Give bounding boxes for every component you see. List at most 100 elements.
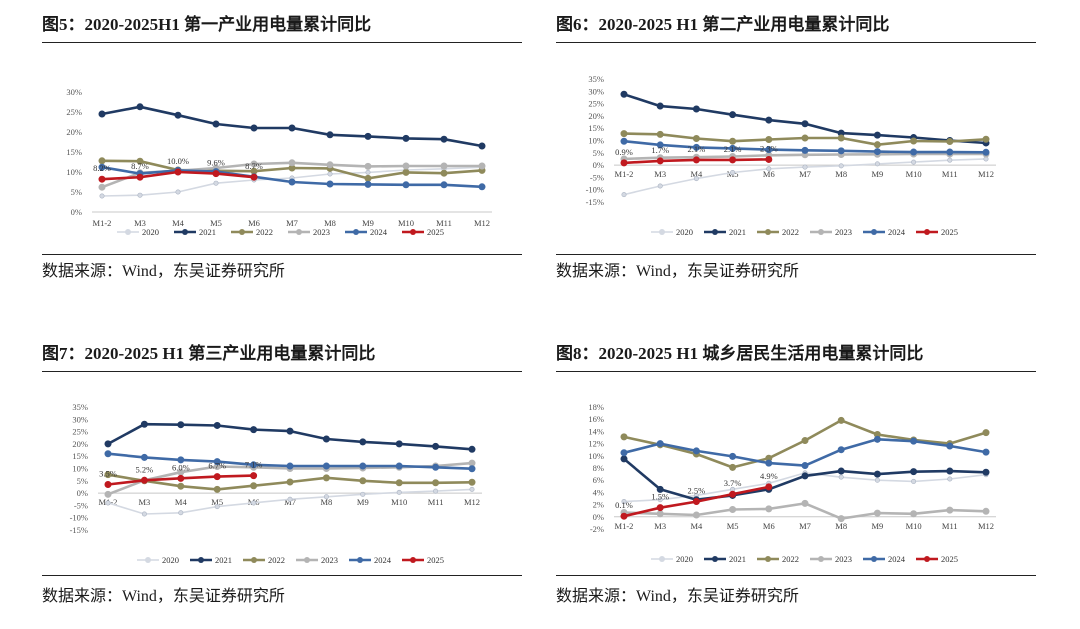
data-point-2022 xyxy=(620,433,628,441)
data-point-2022 xyxy=(213,485,221,493)
data-label: 7.1% xyxy=(245,460,263,470)
line-chart: -2% 0% 2% 4% 6% 8% 10% 12% 14% 16% 18% M1-2 M3 M4 M5 M6… xyxy=(588,402,996,564)
data-point-2021 xyxy=(402,134,410,142)
data-point-2020 xyxy=(99,193,105,199)
data-point-2020 xyxy=(287,496,293,502)
source-rule xyxy=(42,575,522,576)
source-note: 数据来源：Wind，东吴证券研究所 xyxy=(556,588,799,605)
data-point-2020 xyxy=(178,510,184,516)
legend-marker-2025 xyxy=(924,229,930,235)
data-point-2021 xyxy=(212,120,220,128)
data-point-2023 xyxy=(364,162,372,170)
data-point-2021 xyxy=(656,102,664,110)
data-point-2024 xyxy=(250,461,258,469)
data-point-2022 xyxy=(873,141,881,149)
x-tick-label: M12 xyxy=(978,521,994,531)
data-point-2025 xyxy=(656,157,664,165)
data-point-2020 xyxy=(469,486,475,492)
data-point-2025 xyxy=(212,170,220,178)
data-point-2024 xyxy=(910,148,918,156)
data-label: 0.1% xyxy=(615,500,633,510)
data-label: 6.0% xyxy=(172,462,190,472)
y-tick-label: 10% xyxy=(66,167,82,177)
data-point-2020 xyxy=(838,474,844,480)
data-point-2020 xyxy=(433,488,439,494)
data-point-2023 xyxy=(478,162,486,170)
data-point-2021 xyxy=(873,131,881,139)
data-point-2021 xyxy=(140,420,148,428)
legend-label-2020: 2020 xyxy=(676,554,693,564)
y-tick-label: 5% xyxy=(77,476,88,486)
data-point-2022 xyxy=(440,169,448,177)
y-tick-label: 6% xyxy=(593,475,604,485)
x-tick-label: M4 xyxy=(172,218,185,228)
legend-label-2022: 2022 xyxy=(256,227,273,237)
data-point-2022 xyxy=(946,137,954,145)
y-tick-label: 0% xyxy=(593,512,604,522)
legend-label-2023: 2023 xyxy=(835,554,852,564)
x-tick-label: M5 xyxy=(727,521,739,531)
y-tick-label: 30% xyxy=(588,86,604,96)
data-point-2022 xyxy=(468,478,476,486)
data-point-2023 xyxy=(910,510,918,518)
data-point-2021 xyxy=(946,467,954,475)
data-point-2023 xyxy=(729,505,737,513)
y-tick-label: 35% xyxy=(72,402,88,412)
y-tick-label: -10% xyxy=(586,185,604,195)
legend-marker-2021 xyxy=(198,557,204,563)
data-point-2021 xyxy=(359,438,367,446)
y-tick-label: 0% xyxy=(77,488,88,498)
source-note: 数据来源：Wind，东吴证券研究所 xyxy=(42,588,285,605)
data-point-2020 xyxy=(766,166,772,172)
x-tick-label: M9 xyxy=(357,497,369,507)
line-chart: -15%-10%-5%0%5%10%15%20%25%30%35%M1-2M3M… xyxy=(70,402,482,565)
data-point-2021 xyxy=(982,468,990,476)
y-tick-label: 0% xyxy=(71,207,82,217)
y-tick-label: 16% xyxy=(588,414,604,424)
legend-label-2022: 2022 xyxy=(782,554,799,564)
data-point-2020 xyxy=(874,477,880,483)
panel-title: 图5：2020-2025H1 第一产业用电量累计同比 xyxy=(42,15,372,34)
data-point-2024 xyxy=(104,450,112,458)
y-tick-label: -10% xyxy=(70,513,88,523)
data-point-2021 xyxy=(873,470,881,478)
y-tick-label: 5% xyxy=(71,187,82,197)
data-point-2024 xyxy=(440,181,448,189)
x-tick-label: M7 xyxy=(284,497,296,507)
y-tick-label: 0% xyxy=(593,160,604,170)
data-point-2023 xyxy=(801,499,809,507)
data-point-2021 xyxy=(213,421,221,429)
data-point-2021 xyxy=(837,467,845,475)
data-point-2024 xyxy=(765,459,773,467)
data-point-2020 xyxy=(141,511,147,517)
data-label: 8.7% xyxy=(131,161,149,171)
data-point-2020 xyxy=(137,192,143,198)
legend-marker-2023 xyxy=(818,229,824,235)
data-point-2021 xyxy=(250,426,258,434)
data-label: 4.9% xyxy=(760,471,778,481)
legend-label-2022: 2022 xyxy=(782,227,799,237)
y-tick-label: 10% xyxy=(588,451,604,461)
y-tick-label: 12% xyxy=(588,439,604,449)
data-label: 6.7% xyxy=(208,461,226,471)
data-point-2020 xyxy=(693,176,699,182)
source-note: 数据来源：Wind，东吴证券研究所 xyxy=(42,263,285,280)
data-point-2021 xyxy=(98,110,106,118)
data-point-2020 xyxy=(657,497,663,503)
y-tick-label: 15% xyxy=(72,451,88,461)
data-point-2024 xyxy=(98,163,106,171)
x-tick-label: M1-2 xyxy=(93,218,112,228)
legend-label-2025: 2025 xyxy=(941,554,958,564)
data-point-2020 xyxy=(911,478,917,484)
data-label: 3.7% xyxy=(724,478,742,488)
x-tick-label: M1-2 xyxy=(615,521,634,531)
data-point-2021 xyxy=(326,131,334,139)
x-tick-label: M8 xyxy=(835,169,847,179)
legend-marker-2022 xyxy=(765,556,771,562)
data-point-2024 xyxy=(982,148,990,156)
data-point-2024 xyxy=(656,141,664,149)
data-point-2024 xyxy=(801,462,809,470)
data-point-2021 xyxy=(364,132,372,140)
data-point-2024 xyxy=(910,437,918,445)
legend-marker-2024 xyxy=(357,557,363,563)
